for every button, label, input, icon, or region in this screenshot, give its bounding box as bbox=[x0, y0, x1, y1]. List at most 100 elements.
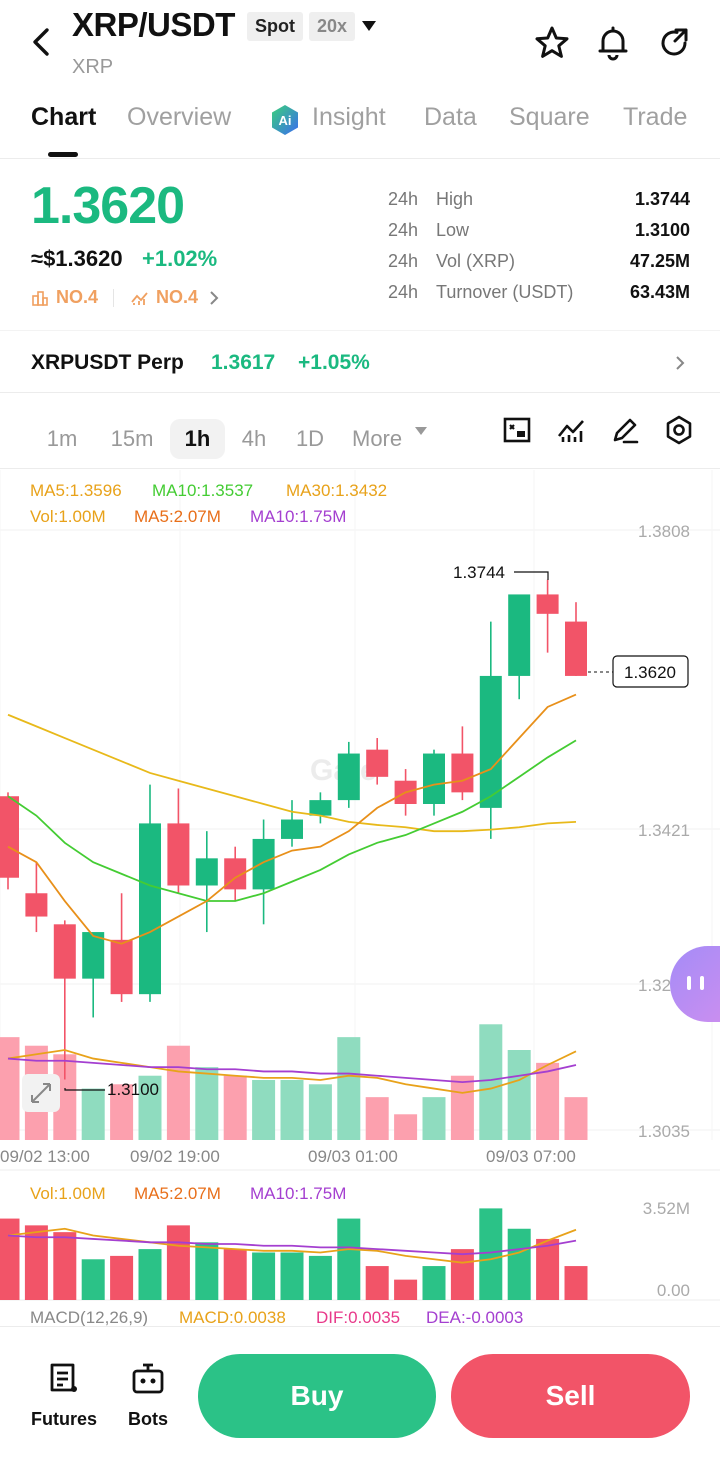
low-label: 1.3100 bbox=[107, 1080, 159, 1099]
rank-badge[interactable]: NO.4 bbox=[56, 287, 99, 307]
usd-price: ≈$1.3620 bbox=[31, 246, 123, 271]
candle-body bbox=[0, 796, 19, 878]
interval-1m[interactable]: 1m bbox=[46, 426, 78, 451]
stat-volume: 47.25M bbox=[629, 251, 690, 271]
volume-bar bbox=[536, 1062, 560, 1140]
interval-4h[interactable]: 4h bbox=[241, 426, 267, 451]
current-price-label: 1.3620 bbox=[624, 663, 676, 682]
volume-bar bbox=[564, 1097, 588, 1140]
tab-insight[interactable]: Insight bbox=[312, 103, 386, 131]
interval-15m[interactable]: 15m bbox=[110, 426, 154, 451]
volume-panel-bar bbox=[166, 1225, 190, 1300]
vol-tick: 0.00 bbox=[657, 1281, 690, 1300]
x-tick: 09/02 13:00 bbox=[0, 1147, 90, 1166]
ma5-line bbox=[7, 693, 577, 945]
candle-body bbox=[281, 819, 303, 839]
refresh-share-icon[interactable] bbox=[655, 24, 693, 62]
trend-rank-icon bbox=[131, 292, 148, 305]
main-volume-bars bbox=[0, 1024, 588, 1140]
interval-1d[interactable]: 1D bbox=[295, 426, 325, 451]
back-arrow-icon[interactable] bbox=[22, 22, 62, 62]
caret-down-icon[interactable] bbox=[360, 18, 378, 34]
legend-ma5: MA5:1.3596 bbox=[30, 481, 122, 500]
candle-body bbox=[82, 932, 105, 979]
volume-bar bbox=[422, 1097, 446, 1140]
settings-icon[interactable] bbox=[663, 414, 695, 446]
perp-price: 1.3617 bbox=[211, 351, 276, 374]
legend-vol-ma5: MA5:2.07M bbox=[134, 507, 221, 526]
volume-bar bbox=[394, 1114, 418, 1140]
candle-body bbox=[195, 858, 218, 886]
expand-icon[interactable] bbox=[22, 1074, 60, 1112]
bots-icon[interactable] bbox=[131, 1362, 165, 1396]
stat-low: 1.3100 bbox=[634, 220, 690, 240]
bots-label[interactable]: Bots bbox=[128, 1409, 168, 1429]
candle-body bbox=[53, 924, 76, 979]
stat-high: 1.3744 bbox=[634, 189, 690, 209]
volume-panel-bar bbox=[564, 1266, 588, 1300]
volume-panel-bar bbox=[280, 1252, 304, 1300]
volume-panel-bar bbox=[394, 1279, 418, 1300]
draw-pencil-icon[interactable] bbox=[609, 414, 641, 446]
volume-panel-bar bbox=[24, 1225, 48, 1300]
candle-body bbox=[366, 749, 389, 777]
volume-bar bbox=[166, 1045, 190, 1140]
candles bbox=[0, 579, 587, 1080]
chart-compare-icon[interactable] bbox=[555, 414, 587, 446]
interval-1h[interactable]: 1h bbox=[170, 419, 225, 459]
macd-dif: DIF:0.0035 bbox=[316, 1308, 400, 1327]
rank-separator bbox=[113, 289, 114, 307]
volume-panel-bar bbox=[81, 1259, 105, 1300]
volume-panel bbox=[0, 1208, 588, 1300]
candle-body bbox=[451, 753, 474, 793]
high-label: 1.3744 bbox=[453, 563, 505, 582]
volume-panel-bar bbox=[450, 1249, 474, 1300]
spot-tag: Spot bbox=[247, 12, 303, 41]
trend-rank-badge[interactable]: NO.4 bbox=[156, 287, 199, 307]
futures-label[interactable]: Futures bbox=[30, 1409, 97, 1429]
sell-button[interactable]: Sell bbox=[451, 1354, 690, 1438]
futures-icon[interactable] bbox=[47, 1362, 81, 1396]
indicator-icon[interactable] bbox=[501, 414, 533, 446]
vol-panel-legend-ma10: MA10:1.75M bbox=[250, 1184, 346, 1203]
interval-more[interactable]: More bbox=[352, 426, 403, 451]
chevron-right-icon[interactable] bbox=[206, 288, 222, 308]
tab-square[interactable]: Square bbox=[509, 103, 590, 131]
volume-panel-bar bbox=[422, 1266, 446, 1300]
perp-name[interactable]: XRPUSDT Perp bbox=[31, 351, 184, 374]
volume-bar bbox=[195, 1067, 219, 1140]
volume-panel-bar bbox=[195, 1242, 219, 1300]
x-tick: 09/03 01:00 bbox=[308, 1147, 398, 1166]
tab-trade[interactable]: Trade bbox=[623, 103, 688, 131]
bar-rank-icon bbox=[32, 291, 48, 306]
star-icon[interactable] bbox=[533, 24, 571, 62]
candle-body bbox=[479, 675, 502, 808]
buy-button[interactable]: Buy bbox=[198, 1354, 436, 1438]
y-tick: 1.3035 bbox=[638, 1122, 690, 1141]
last-price: 1.3620 bbox=[31, 177, 185, 235]
ai-icon[interactable]: Ai bbox=[269, 104, 301, 136]
volume-panel-bar bbox=[308, 1255, 332, 1300]
tab-data[interactable]: Data bbox=[424, 103, 477, 131]
bell-icon[interactable] bbox=[594, 24, 632, 62]
candle-body bbox=[309, 800, 332, 816]
caret-down-icon[interactable] bbox=[414, 426, 428, 436]
macd-dea: DEA:-0.0003 bbox=[426, 1308, 523, 1327]
chevron-right-icon[interactable] bbox=[672, 352, 688, 374]
pair-title[interactable]: XRP/USDT bbox=[72, 6, 235, 43]
stat-period: 24h bbox=[388, 282, 419, 302]
volume-panel-bar bbox=[365, 1266, 389, 1300]
tab-overview[interactable]: Overview bbox=[127, 103, 232, 131]
volume-bar bbox=[450, 1075, 474, 1140]
volume-bar bbox=[507, 1050, 531, 1140]
vol-tick: 3.52M bbox=[643, 1199, 690, 1218]
volume-panel-bar bbox=[337, 1218, 361, 1300]
divider bbox=[0, 468, 720, 469]
volume-bar bbox=[365, 1097, 389, 1140]
leverage-tag[interactable]: 20x bbox=[309, 12, 356, 41]
kline-chart[interactable]: Gate MA5:1.3596 MA10:1.3537 MA30:1.3432 … bbox=[0, 470, 720, 1330]
volume-bar bbox=[0, 1037, 20, 1140]
stat-label: Low bbox=[436, 220, 470, 240]
volume-panel-bar bbox=[0, 1218, 20, 1300]
tab-chart[interactable]: Chart bbox=[31, 103, 97, 131]
